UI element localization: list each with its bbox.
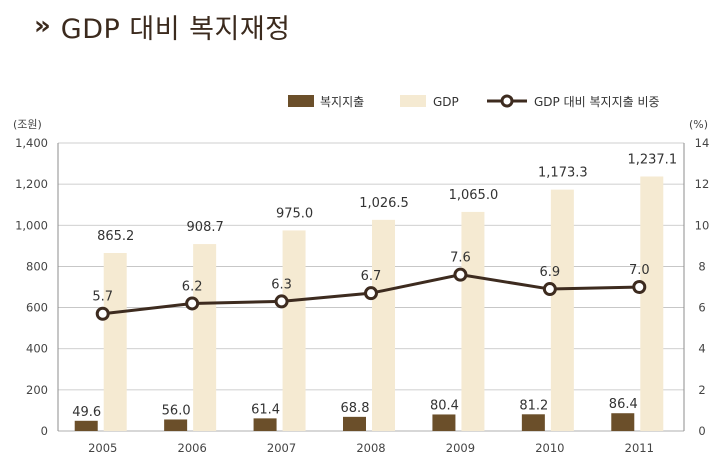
data-label-gdp: 1,065.0 [449, 188, 499, 203]
data-label-gdp: 1,026.5 [359, 196, 409, 211]
legend-label-ratio: GDP 대비 복지지출 비중 [534, 95, 660, 109]
right-axis-tick-label: 8 [698, 259, 705, 273]
page-header: » GDP 대비 복지재정 [34, 6, 291, 46]
data-label-ratio: 5.7 [92, 290, 113, 305]
right-axis-tick-label: 0 [698, 424, 705, 438]
legend-label-gdp: GDP [433, 95, 459, 109]
bar-gdp [282, 230, 306, 431]
plot-area: 0 200 400 600 800 1,000 1,200 1,400 0 2 4 6 8 10 12 14 2… [15, 136, 709, 455]
left-axis-tick-label: 200 [26, 383, 48, 397]
bar-gdp [193, 244, 217, 431]
right-axis-tick-label: 2 [698, 383, 705, 397]
legend-marker-ratio [500, 94, 514, 108]
left-axis-tick-label: 0 [41, 424, 48, 438]
bar-gdp [103, 253, 127, 431]
data-label-gdp: 1,173.3 [538, 166, 588, 181]
x-axis-tick-label: 2005 [88, 441, 117, 455]
bar-gdp [640, 176, 664, 431]
bar-gdp [461, 211, 485, 431]
data-label-ratio: 7.0 [629, 263, 650, 278]
left-axis-unit: (조원) [13, 118, 42, 131]
data-label-ratio: 7.6 [450, 251, 471, 266]
ratio-point [453, 267, 468, 282]
left-axis-tick-label: 1,400 [15, 136, 48, 150]
ratio-point [364, 286, 378, 301]
right-axis-tick-label: 14 [695, 136, 710, 150]
right-axis-tick-label: 12 [695, 177, 710, 191]
data-label-welfare: 49.6 [72, 405, 101, 420]
bar-gdp [372, 219, 395, 431]
left-axis-tick-label: 1,000 [15, 218, 48, 232]
left-axis-tick-label: 400 [26, 342, 48, 356]
right-axis-tick-label: 4 [698, 342, 705, 356]
chevron-double-right-icon: » [34, 11, 51, 41]
data-label-gdp: 975.0 [276, 206, 313, 221]
legend-swatch-gdp [400, 95, 426, 107]
left-axis-tick-label: 1,200 [15, 177, 48, 191]
bar-welfare [74, 420, 98, 431]
bar-welfare [611, 413, 635, 431]
x-axis-tick-label: 2006 [178, 441, 207, 455]
legend: 복지지출 GDP GDP 대비 복지지출 비중 [288, 94, 660, 109]
bar-welfare [521, 414, 545, 431]
data-label-welfare: 81.2 [519, 398, 548, 413]
x-axis-tick-label: 2009 [446, 441, 475, 455]
data-label-gdp: 908.7 [187, 220, 224, 235]
left-axis-tick-label: 600 [26, 301, 48, 315]
data-label-ratio: 6.3 [271, 277, 292, 292]
data-label-ratio: 6.2 [182, 279, 203, 294]
bar-welfare [164, 419, 188, 431]
data-label-welfare: 68.8 [341, 401, 370, 416]
bar-welfare [343, 416, 366, 431]
data-label-gdp: 865.2 [97, 229, 134, 244]
data-label-welfare: 56.0 [162, 403, 191, 418]
x-axis-tick-label: 2011 [625, 441, 654, 455]
data-label-welfare: 86.4 [609, 397, 638, 412]
right-axis-tick-label: 10 [695, 218, 710, 232]
x-axis-tick-label: 2007 [267, 441, 296, 455]
left-axis-tick-label: 800 [26, 259, 48, 273]
data-label-ratio: 6.9 [540, 265, 561, 280]
data-label-ratio: 6.7 [361, 269, 382, 284]
data-label-gdp: 1,237.1 [627, 153, 677, 168]
bar-gdp [550, 189, 574, 431]
legend-label-welfare: 복지지출 [320, 95, 364, 109]
data-label-welfare: 80.4 [430, 398, 459, 413]
x-axis-tick-label: 2008 [356, 441, 385, 455]
ratio-point [542, 282, 557, 297]
data-label-welfare: 61.4 [251, 402, 280, 417]
right-axis-tick-label: 6 [698, 301, 705, 315]
right-axis-unit: (%) [689, 118, 708, 131]
ratio-point [95, 306, 110, 321]
ratio-point [185, 296, 200, 311]
bar-welfare [253, 418, 277, 431]
legend-swatch-welfare [288, 95, 314, 107]
ratio-point [632, 280, 647, 294]
ratio-point [274, 294, 289, 309]
bar-welfare [432, 414, 456, 431]
page-title: GDP 대비 복지재정 [60, 13, 291, 45]
x-axis-tick-label: 2010 [535, 441, 564, 455]
